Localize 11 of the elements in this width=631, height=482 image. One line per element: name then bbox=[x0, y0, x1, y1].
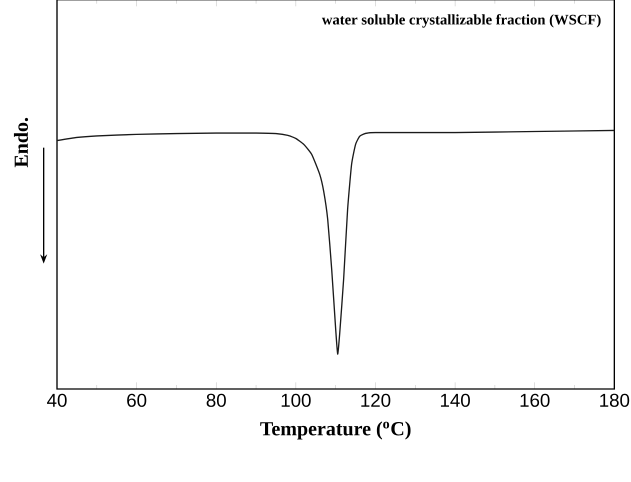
x-axis-title: Temperature ($^{o}$C) bbox=[260, 421, 411, 440]
x-tick-label: 100 bbox=[282, 394, 311, 407]
x-tick-label: 40 bbox=[47, 394, 67, 407]
x-tick-label: 160 bbox=[520, 394, 550, 407]
x-tick-label: 120 bbox=[361, 394, 390, 407]
x-tick-label: 140 bbox=[440, 394, 470, 407]
x-tick-label: 60 bbox=[127, 394, 146, 407]
x-tick-label: 180 bbox=[600, 394, 630, 407]
text: water soluble crystallizable fraction (WSCF) bbox=[322, 14, 601, 28]
y-axis-title: Endo. bbox=[14, 118, 28, 168]
x-tick-label: 80 bbox=[206, 394, 226, 407]
